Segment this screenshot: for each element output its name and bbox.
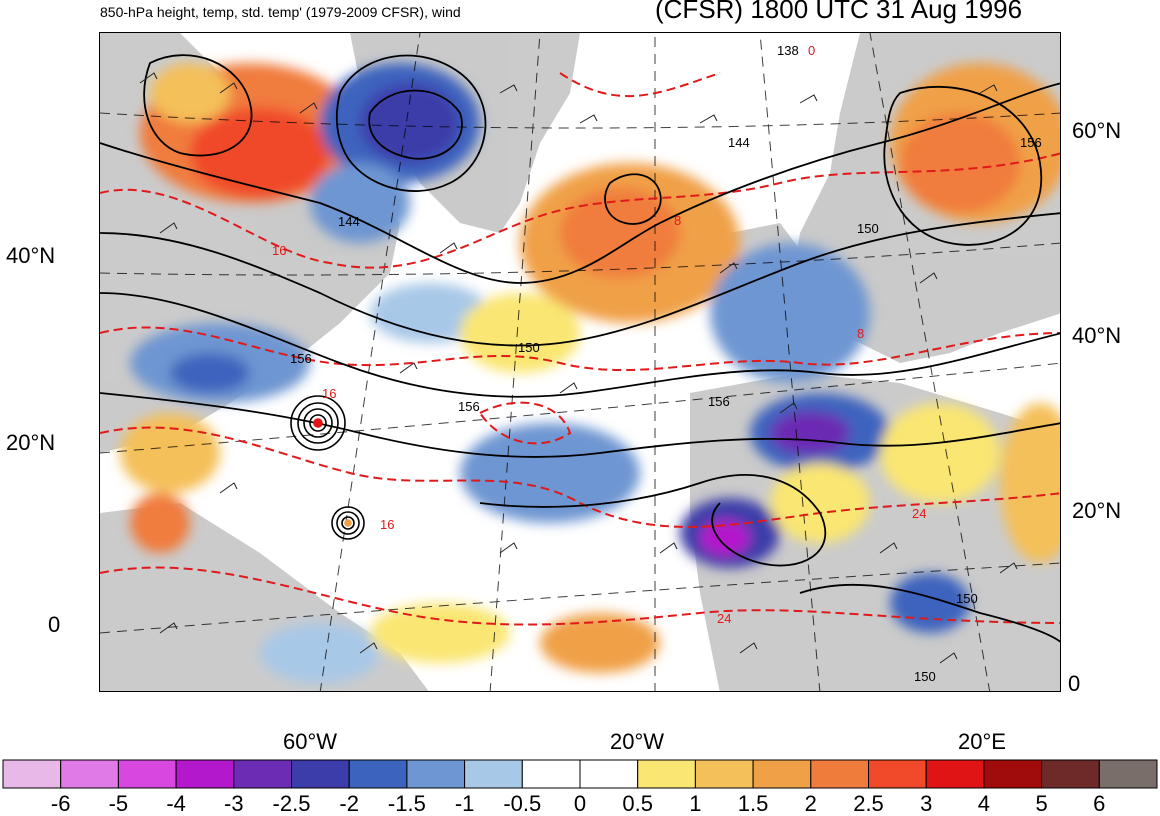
temperature-label: 16 <box>322 386 336 401</box>
height-label: 144 <box>338 214 360 229</box>
colorbar-swatch <box>925 759 985 789</box>
lat-label-right: 40°N <box>1072 323 1122 348</box>
colorbar-swatch <box>868 759 927 789</box>
wind-barbs <box>139 72 1018 664</box>
colorbar-tick-label: 1 <box>689 791 702 816</box>
colorbar-tick-label: -2 <box>339 791 359 816</box>
colorbar-swatch <box>752 759 812 789</box>
height-label: 150 <box>956 591 978 606</box>
colorbar-tick-label: 0.5 <box>622 791 653 816</box>
height-label: 150 <box>857 221 879 236</box>
colorbar-tick-label: 2.5 <box>853 791 884 816</box>
height-contours <box>100 54 1060 643</box>
colorbar-tick-label: 3 <box>920 791 933 816</box>
lat-label-left: 0 <box>48 612 61 637</box>
height-label: 144 <box>728 135 750 150</box>
tropical-cyclone-1 <box>290 395 346 451</box>
lat-label-left: 20°N <box>6 430 56 455</box>
colorbar-tick-label: 4 <box>977 791 991 816</box>
colorbar-tick-label: -0.5 <box>503 791 542 816</box>
lon-label: 60°W <box>283 729 338 754</box>
colorbar-swatch <box>579 759 639 789</box>
lat-label-left: 40°N <box>6 243 56 268</box>
colorbar-swatch <box>810 759 869 789</box>
temperature-contour-labels: 0 8 16 16 16 24 24 8 <box>272 43 926 626</box>
colorbar-swatch <box>117 759 177 789</box>
colorbar-swatch <box>291 759 350 789</box>
colorbar-swatch <box>694 759 754 789</box>
weather-map-svg: 138 144 144 150 150 156 156 156 156 150 … <box>100 33 1060 691</box>
colorbar-tick-label: 5 <box>1035 791 1048 816</box>
colorbar-tick-label: 6 <box>1093 791 1106 816</box>
temperature-label: 24 <box>912 506 926 521</box>
lat-label-right: 0 <box>1068 671 1081 696</box>
map-panel: 138 144 144 150 150 156 156 156 156 150 … <box>99 32 1061 692</box>
colorbar-tick-label: -5 <box>108 791 129 816</box>
lat-label-right: 20°N <box>1072 498 1122 523</box>
temperature-label: 0 <box>808 43 815 58</box>
colorbar-swatch <box>233 759 293 789</box>
height-label: 156 <box>1020 135 1042 150</box>
colorbar-swatch <box>983 759 1043 789</box>
map-title: 850-hPa height, temp, std. temp' (1979-2… <box>100 4 461 20</box>
colorbar-tick-label: -2.5 <box>272 791 311 816</box>
colorbar-swatch <box>521 759 581 789</box>
height-label: 150 <box>914 669 936 684</box>
height-contour-labels: 138 144 144 150 150 156 156 156 156 150 … <box>290 43 1042 684</box>
height-label: 156 <box>458 399 480 414</box>
map-valid-time: (CFSR) 1800 UTC 31 Aug 1996 <box>655 0 1023 24</box>
temperature-label: 24 <box>717 611 731 626</box>
colorbar-swatch <box>2 759 62 789</box>
colorbar-swatch <box>1041 759 1100 789</box>
colorbar-tick-label: 0 <box>573 791 587 816</box>
height-label: 156 <box>290 351 312 366</box>
height-label: 150 <box>518 340 540 355</box>
tropical-cyclone-2 <box>331 506 365 540</box>
colorbar-tick-label: -3 <box>224 791 244 816</box>
colorbar <box>2 759 1158 789</box>
lon-label: 20°E <box>958 729 1006 754</box>
colorbar-swatch <box>60 759 119 789</box>
temperature-label: 8 <box>674 213 681 228</box>
colorbar-swatch <box>464 759 523 789</box>
colorbar-swatch <box>175 759 235 789</box>
colorbar-tick-label: 1.5 <box>737 791 769 816</box>
lat-label-right: 60°N <box>1072 118 1122 143</box>
colorbar-swatch <box>637 759 696 789</box>
temperature-label: 8 <box>857 326 864 341</box>
height-label: 156 <box>708 394 730 409</box>
colorbar-tick-label: -1 <box>454 791 475 816</box>
colorbar-tick-label: -4 <box>166 791 186 816</box>
colorbar-swatch <box>348 759 408 789</box>
colorbar-swatch <box>406 759 466 789</box>
height-label: 138 <box>777 43 799 58</box>
lon-label: 20°W <box>610 729 665 754</box>
temperature-label: 16 <box>272 243 286 258</box>
colorbar-swatch <box>1098 759 1158 789</box>
colorbar-tick-label: -1.5 <box>387 791 426 816</box>
colorbar-tick-label: 2 <box>804 791 817 816</box>
temperature-label: 16 <box>380 517 394 532</box>
colorbar-tick-label: -6 <box>50 791 71 816</box>
temperature-contours <box>100 72 1060 626</box>
